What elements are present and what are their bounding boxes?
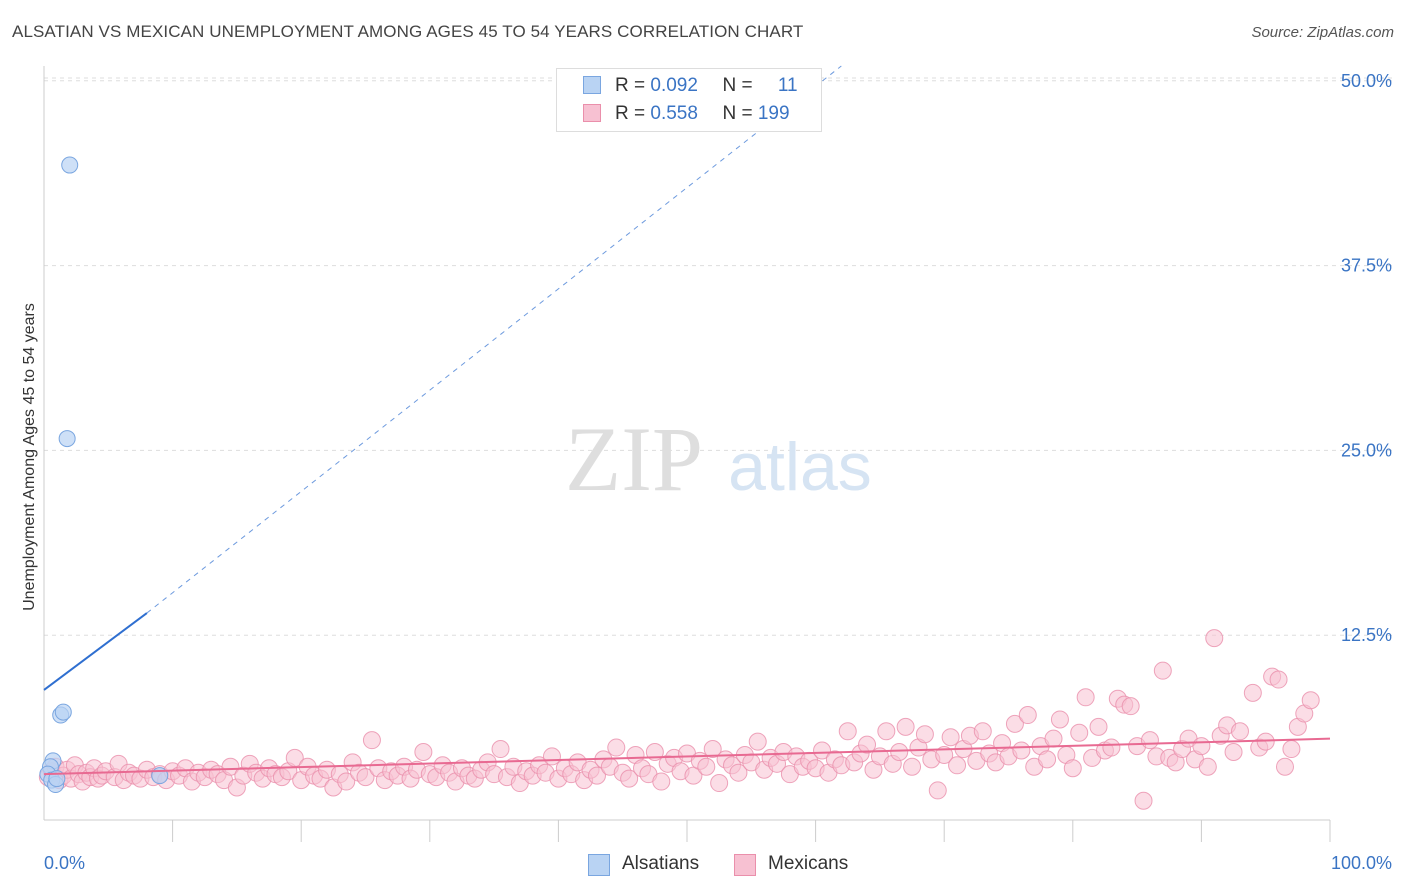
mexicans-point — [1076, 688, 1095, 707]
mexicans-point — [903, 757, 922, 776]
r-label: R = — [615, 103, 651, 124]
mexicans-point — [491, 740, 510, 759]
legend-alsatians-text: R = 0.092 N = 11 — [615, 75, 798, 97]
mexicans-point — [838, 722, 857, 741]
mexicans-point — [748, 732, 767, 751]
mexicans-point — [1038, 750, 1057, 769]
mexicans-point — [221, 757, 240, 776]
alsatians-point — [61, 156, 79, 174]
correlation-legend: R = 0.092 N = 11 R = 0.558 N = 199 — [556, 68, 822, 132]
mexicans-point — [928, 781, 947, 800]
mexicans-point — [652, 772, 671, 791]
mexicans-point — [703, 740, 722, 759]
mexicans-point — [1224, 742, 1243, 761]
watermark-atlas: atlas — [728, 429, 872, 505]
mexicans-point — [1121, 697, 1140, 716]
alsatians-swatch — [588, 854, 610, 876]
mexicans-point — [1269, 670, 1288, 689]
mexicans-point — [890, 742, 909, 761]
alsatians-point — [58, 430, 76, 448]
mexicans-point — [1050, 710, 1069, 729]
mexicans-point — [948, 756, 967, 775]
mexicans-point — [1153, 661, 1172, 680]
mexicans-point — [915, 725, 934, 744]
legend-mexicans-text: R = 0.558 N = 199 — [615, 103, 790, 125]
mexicans-point — [1275, 757, 1294, 776]
mexicans-point — [813, 741, 832, 760]
mexicans-point — [362, 731, 381, 750]
alsatians-trend-extension — [146, 65, 842, 614]
chart-title: ALSATIAN VS MEXICAN UNEMPLOYMENT AMONG A… — [12, 22, 804, 41]
mexicans-swatch — [583, 104, 601, 122]
mexicans-point — [1243, 683, 1262, 702]
mexicans-point — [620, 769, 639, 788]
mexicans-point — [542, 747, 561, 766]
watermark-zip: ZIP — [565, 408, 703, 510]
mexicans-point — [1063, 759, 1082, 778]
mexicans-point — [1256, 732, 1275, 751]
chart-source: Source: ZipAtlas.com — [1251, 24, 1394, 41]
mexicans-point — [1018, 706, 1037, 725]
mexicans-point — [858, 735, 877, 754]
alsatians-label: Alsatians — [622, 853, 700, 874]
tick-labels: 12.5% 25.0% 37.5% 50.0% 0.0% 100.0% — [44, 71, 1392, 873]
mexicans-point — [1282, 740, 1301, 759]
alsatians-point — [54, 703, 72, 721]
mexicans-point — [1070, 723, 1089, 742]
mexicans-point — [1140, 731, 1159, 750]
x-tick-label-max: 100.0% — [1331, 853, 1392, 873]
mexicans-point — [414, 742, 433, 761]
watermark: ZIP atlas — [565, 408, 872, 510]
mexicans-point — [1198, 757, 1217, 776]
alsatians-trend-line — [43, 612, 148, 691]
mexicans-points — [38, 629, 1320, 810]
mexicans-point — [973, 722, 992, 741]
r-value-mexicans: 0.558 — [650, 103, 698, 124]
n-value-alsatians: 11 — [777, 75, 798, 96]
mexicans-point — [1134, 791, 1153, 810]
y-tick-label: 25.0% — [1341, 440, 1392, 460]
n-label: N = — [722, 75, 758, 96]
mexicans-point — [1230, 722, 1249, 741]
mexicans-point — [697, 757, 716, 776]
mexicans-point — [1089, 717, 1108, 736]
mexicans-point — [587, 766, 606, 785]
alsatians-swatch — [583, 76, 601, 94]
mexicans-point — [710, 774, 729, 793]
trend-layer — [43, 65, 1331, 776]
y-tick-label: 12.5% — [1341, 625, 1392, 645]
mexicans-point — [935, 745, 954, 764]
mexicans-point — [607, 738, 626, 757]
y-tick-label: 50.0% — [1341, 71, 1392, 91]
mexicans-point — [356, 768, 375, 787]
mexicans-point — [1205, 629, 1224, 648]
r-value-alsatians: 0.092 — [650, 75, 698, 96]
mexicans-point — [877, 722, 896, 741]
mexicans-point — [1301, 691, 1320, 710]
alsatians-points — [39, 156, 169, 794]
mexicans-point — [1102, 738, 1121, 757]
mexicans-point — [1005, 714, 1024, 733]
mexicans-point — [896, 717, 915, 736]
mexicans-point — [1044, 729, 1063, 748]
mexicans-swatch — [734, 854, 756, 876]
axis-layer — [43, 66, 1331, 842]
mexicans-point — [1012, 741, 1031, 760]
mexicans-point — [729, 763, 748, 782]
mexicans-trend-line — [43, 737, 1331, 776]
mexicans-label: Mexicans — [768, 853, 849, 874]
n-label: N = — [722, 103, 758, 124]
grid-layer — [44, 77, 1392, 636]
x-tick-label-min: 0.0% — [44, 853, 85, 873]
mexicans-point — [1192, 737, 1211, 756]
mexicans-point — [941, 728, 960, 747]
mexicans-point — [337, 772, 356, 791]
r-label: R = — [615, 75, 651, 96]
n-value-mexicans: 199 — [757, 103, 790, 124]
y-tick-label: 37.5% — [1341, 256, 1392, 276]
